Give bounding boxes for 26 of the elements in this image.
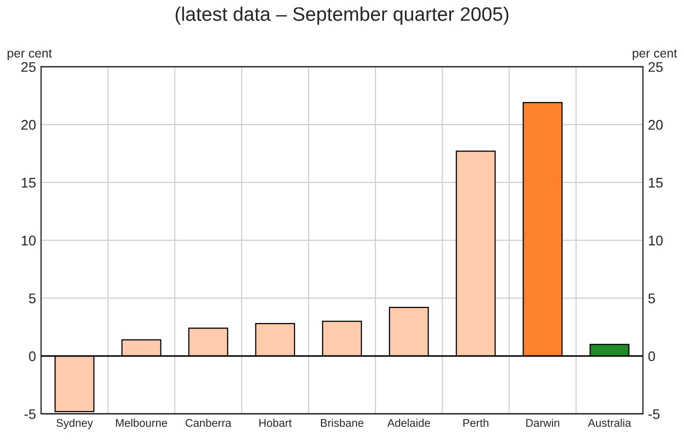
x-tick-label: Brisbane [320,418,364,427]
x-tick-label: Melbourne [116,418,168,427]
y-axis-title: per cent [8,49,52,60]
y2-tick-label: 5 [648,294,655,304]
y2-tick-label: 25 [648,62,663,72]
y2-tick-label: 0 [648,351,655,362]
x-tick-label: Darwin [526,418,560,427]
y-tick-label: 15 [22,178,36,188]
x-tick-label: Adelaide [387,418,430,427]
y2-tick-label: -5 [648,409,660,420]
x-tick-label: Perth [463,418,488,427]
y-tick-label: 5 [29,294,36,304]
y2-tick-label: 20 [648,120,663,130]
x-tick-label: Australia [588,418,632,427]
y-tick-label: 20 [21,120,36,130]
y2-tick-label: 15 [648,178,663,188]
x-tick-label: Canberra [186,418,232,427]
y-tick-label: 10 [22,236,36,246]
y2-tick-label: 10 [648,236,663,246]
x-tick-label: Sydney [56,418,93,430]
x-tick-label: Hobart [259,418,292,427]
chart-title: (latest data – September quarter 2005) [176,6,508,25]
y2-axis-title: per cent [632,49,678,60]
y-tick-label: 25 [21,62,36,72]
y-tick-label: 0 [29,351,36,362]
y-tick-label: -5 [24,409,36,420]
